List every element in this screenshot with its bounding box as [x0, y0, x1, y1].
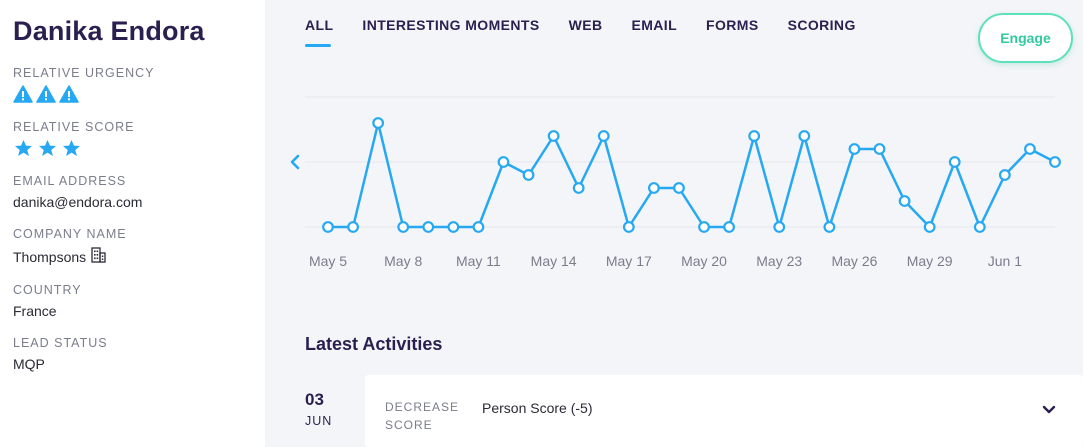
- tab-scoring[interactable]: SCORING: [787, 17, 856, 33]
- engage-button[interactable]: Engage: [978, 13, 1073, 63]
- tab-email[interactable]: EMAIL: [631, 17, 678, 33]
- chart-point[interactable]: [1049, 156, 1061, 168]
- chart-point[interactable]: [848, 143, 861, 155]
- country-value: France: [13, 303, 265, 319]
- chart-point[interactable]: [347, 221, 359, 233]
- warning-icon: [13, 85, 33, 103]
- chevron-left-icon: [290, 154, 300, 170]
- activity-type: DECREASE SCORE: [385, 398, 465, 434]
- status-value: MQP: [13, 356, 265, 372]
- chart-point[interactable]: [397, 221, 410, 233]
- activity-month: JUN: [305, 414, 333, 428]
- score-label: RELATIVE SCORE: [13, 120, 135, 134]
- activity-card[interactable]: DECREASE SCORE Person Score (-5): [365, 375, 1083, 447]
- chart-x-tick-label: Jun 1: [988, 253, 1022, 269]
- chart-point[interactable]: [948, 156, 961, 168]
- tab-interesting-moments[interactable]: INTERESTING MOMENTS: [362, 17, 540, 33]
- chart-point[interactable]: [748, 130, 761, 142]
- chart-point[interactable]: [622, 221, 635, 233]
- warning-icon: [59, 85, 79, 103]
- activity-date: 03 JUN: [305, 390, 332, 428]
- chart-point[interactable]: [647, 182, 660, 194]
- chart-point[interactable]: [597, 130, 610, 142]
- urgency-label: RELATIVE URGENCY: [13, 66, 155, 80]
- status-text: MQP: [13, 356, 45, 372]
- chart-point[interactable]: [698, 221, 710, 233]
- tab-forms[interactable]: FORMS: [706, 17, 759, 33]
- score-indicator: [13, 139, 265, 157]
- latest-activities-title: Latest Activities: [305, 334, 443, 354]
- country-text: France: [13, 303, 57, 319]
- chart-x-tick-label: May 5: [309, 253, 347, 269]
- activity-chart: May 5 May 8 May 11 May 14 May 17 May 20 May 23…: [305, 96, 1061, 269]
- chart-point[interactable]: [723, 221, 736, 233]
- chart-point[interactable]: [773, 221, 786, 233]
- chart-point[interactable]: [422, 221, 435, 233]
- chart-point[interactable]: [1024, 143, 1036, 155]
- chart-point[interactable]: [898, 195, 911, 207]
- tab-web[interactable]: WEB: [568, 17, 603, 33]
- chart-point[interactable]: [798, 130, 811, 142]
- status-label: LEAD STATUS: [13, 336, 108, 350]
- company-text: Thompsons: [13, 248, 87, 265]
- lead-name: Danika Endora: [13, 16, 205, 46]
- chart-point[interactable]: [472, 221, 485, 233]
- urgency-indicator: [13, 85, 265, 103]
- chart-x-tick-label: May 26: [831, 253, 877, 269]
- chart-x-tick-label: May 23: [756, 253, 802, 269]
- chart-point[interactable]: [522, 169, 535, 181]
- activity-type-line2: SCORE: [385, 418, 433, 432]
- activity-tabs: ALL INTERESTING MOMENTS WEB EMAIL FORMS SCORI…: [305, 17, 885, 47]
- chart-point[interactable]: [372, 117, 385, 129]
- chart-x-tick-label: May 11: [456, 253, 501, 269]
- chevron-down-icon: [1042, 405, 1056, 414]
- activity-description: Person Score (-5): [482, 400, 593, 416]
- chart-point[interactable]: [497, 156, 510, 168]
- chart-point[interactable]: [873, 143, 886, 155]
- chart-point[interactable]: [572, 182, 585, 194]
- building-icon[interactable]: [91, 247, 106, 266]
- chart-point[interactable]: [923, 221, 936, 233]
- chart-point[interactable]: [547, 130, 560, 142]
- star-icon: [14, 139, 33, 157]
- chart-series-line: [328, 121, 1056, 229]
- tab-all[interactable]: ALL: [305, 17, 333, 47]
- activity-day: 03: [305, 390, 324, 409]
- email-value: danika@endora.com: [13, 194, 265, 210]
- chart-point[interactable]: [322, 221, 334, 233]
- chart-x-tick-label: May 17: [606, 253, 652, 269]
- email-text: danika@endora.com: [13, 194, 143, 210]
- company-label: COMPANY NAME: [13, 227, 127, 241]
- country-label: COUNTRY: [13, 283, 82, 297]
- chart-point[interactable]: [973, 221, 986, 233]
- expand-activity-button[interactable]: [1042, 402, 1056, 420]
- chart-x-tick-label: May 20: [681, 253, 727, 269]
- chart-point[interactable]: [998, 169, 1011, 181]
- chart-point[interactable]: [447, 221, 460, 233]
- chart-prev-button[interactable]: [287, 150, 303, 174]
- activity-type-line1: DECREASE: [385, 400, 460, 414]
- company-value: Thompsons: [13, 247, 265, 266]
- chart-x-tick-label: May 29: [907, 253, 953, 269]
- chart-point[interactable]: [823, 221, 836, 233]
- email-label: EMAIL ADDRESS: [13, 174, 127, 188]
- warning-icon: [36, 85, 56, 103]
- chart-x-tick-label: May 14: [531, 253, 577, 269]
- star-icon: [38, 139, 57, 157]
- chart-x-tick-label: May 8: [384, 253, 422, 269]
- star-icon: [62, 139, 81, 157]
- chart-point[interactable]: [673, 182, 685, 194]
- activity-panel: ALL INTERESTING MOMENTS WEB EMAIL FORMS SCORI…: [265, 0, 1083, 447]
- lead-sidebar: Danika Endora RELATIVE URGENCY RELATIVE …: [0, 0, 265, 447]
